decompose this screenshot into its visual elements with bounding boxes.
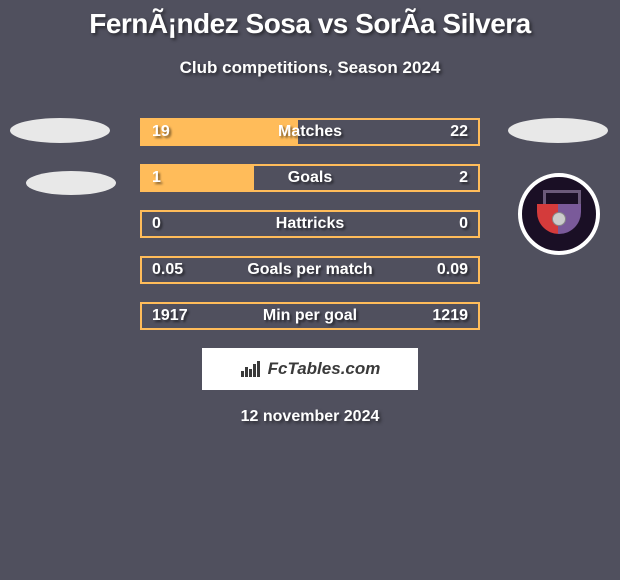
stat-value-left: 0.05	[152, 261, 183, 279]
stat-value-left: 1917	[152, 307, 188, 325]
stat-value-right: 0.09	[437, 261, 468, 279]
team-badge-right	[518, 173, 600, 255]
stat-value-right: 2	[459, 169, 468, 187]
stat-label: Goals	[288, 169, 332, 187]
stat-value-left: 19	[152, 123, 170, 141]
stat-value-right: 22	[450, 123, 468, 141]
team-logo-left-ellipse-2	[26, 171, 116, 195]
team-logo-left-ellipse-1	[10, 118, 110, 143]
stat-label: Goals per match	[247, 261, 372, 279]
stat-value-right: 1219	[432, 307, 468, 325]
stat-row-goals-per-match: 0.05 Goals per match 0.09	[140, 256, 480, 284]
bar-chart-icon	[240, 360, 262, 378]
stat-label: Matches	[278, 123, 342, 141]
comparison-card: FernÃ¡ndez Sosa vs SorÃ­a Silvera Club c…	[0, 0, 620, 580]
stat-value-left: 1	[152, 169, 161, 187]
team-logo-right-ellipse	[508, 118, 608, 143]
stat-row-matches: 19 Matches 22	[140, 118, 480, 146]
stat-label: Hattricks	[276, 215, 344, 233]
attribution-box[interactable]: FcTables.com	[202, 348, 418, 390]
page-subtitle: Club competitions, Season 2024	[0, 58, 620, 78]
shield-icon	[535, 190, 583, 238]
stats-section: 19 Matches 22 1 Goals 2 0 Hattricks 0 0.…	[0, 118, 620, 330]
stat-value-right: 0	[459, 215, 468, 233]
stat-row-hattricks: 0 Hattricks 0	[140, 210, 480, 238]
stat-row-min-per-goal: 1917 Min per goal 1219	[140, 302, 480, 330]
page-title: FernÃ¡ndez Sosa vs SorÃ­a Silvera	[0, 0, 620, 40]
stat-row-goals: 1 Goals 2	[140, 164, 480, 192]
date-label: 12 november 2024	[0, 408, 620, 426]
attribution-text: FcTables.com	[268, 359, 381, 379]
stat-value-left: 0	[152, 215, 161, 233]
stat-label: Min per goal	[263, 307, 357, 325]
